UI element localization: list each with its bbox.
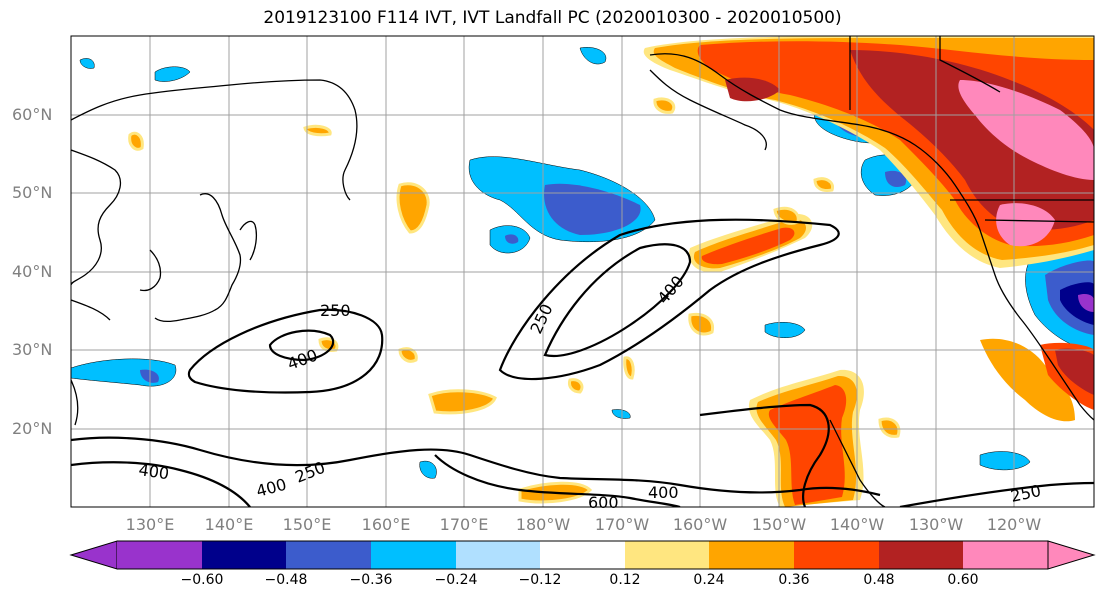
lon-label: 170°E <box>439 515 489 534</box>
contour-label: 250 <box>320 301 351 320</box>
lon-label: 130°E <box>125 515 175 534</box>
lon-label: 160°W <box>672 515 728 534</box>
lat-label-20n: 20°N <box>12 419 53 438</box>
lat-label-40n: 40°N <box>12 262 53 281</box>
negative-anomaly-fills <box>71 47 1094 479</box>
contour-label: 400 <box>137 460 170 483</box>
colorbar-tick-label: −0.48 <box>264 572 308 588</box>
contour-label: 250 <box>292 458 327 487</box>
contour-label: 600 <box>588 493 619 512</box>
lat-label-30n: 30°N <box>12 340 53 359</box>
map-frame <box>70 35 1095 508</box>
contour-label: 400 <box>648 483 679 502</box>
map-title: 2019123100 F114 IVT, IVT Landfall PC (20… <box>263 8 842 28</box>
colorbar-tick-label: 0.48 <box>863 572 895 588</box>
lon-label: 120°W <box>986 515 1042 534</box>
ivt-contours <box>71 218 1094 507</box>
colorbar-tick-label: −0.36 <box>349 572 393 588</box>
colorbar-tick-label: −0.12 <box>518 572 562 588</box>
coastlines <box>71 36 1094 507</box>
lon-label: 150°W <box>751 515 807 534</box>
contour-label: 400 <box>254 475 288 501</box>
lon-label: 180°W <box>515 515 571 534</box>
colorbar-tick-label: 0.24 <box>693 572 725 588</box>
colorbar <box>69 540 1096 570</box>
lon-label: 160°E <box>361 515 411 534</box>
contour-label: 250 <box>526 301 556 337</box>
lat-lon-grid <box>71 36 1094 507</box>
lon-label: 170°W <box>594 515 650 534</box>
colorbar-tick-label: 0.12 <box>609 572 641 588</box>
lon-label: 150°E <box>282 515 332 534</box>
lat-label-50n: 50°N <box>12 183 53 202</box>
lat-label-60n: 60°N <box>12 105 53 124</box>
colorbar-tick-label: 0.60 <box>947 572 979 588</box>
positive-anomaly-fills <box>128 36 1094 507</box>
colorbar-tick-label: 0.36 <box>778 572 810 588</box>
lon-label: 130°W <box>908 515 964 534</box>
colorbar-tick-label: −0.60 <box>180 572 224 588</box>
colorbar-tick-label: −0.24 <box>434 572 478 588</box>
lon-label: 140°E <box>204 515 254 534</box>
lon-label: 140°W <box>829 515 885 534</box>
